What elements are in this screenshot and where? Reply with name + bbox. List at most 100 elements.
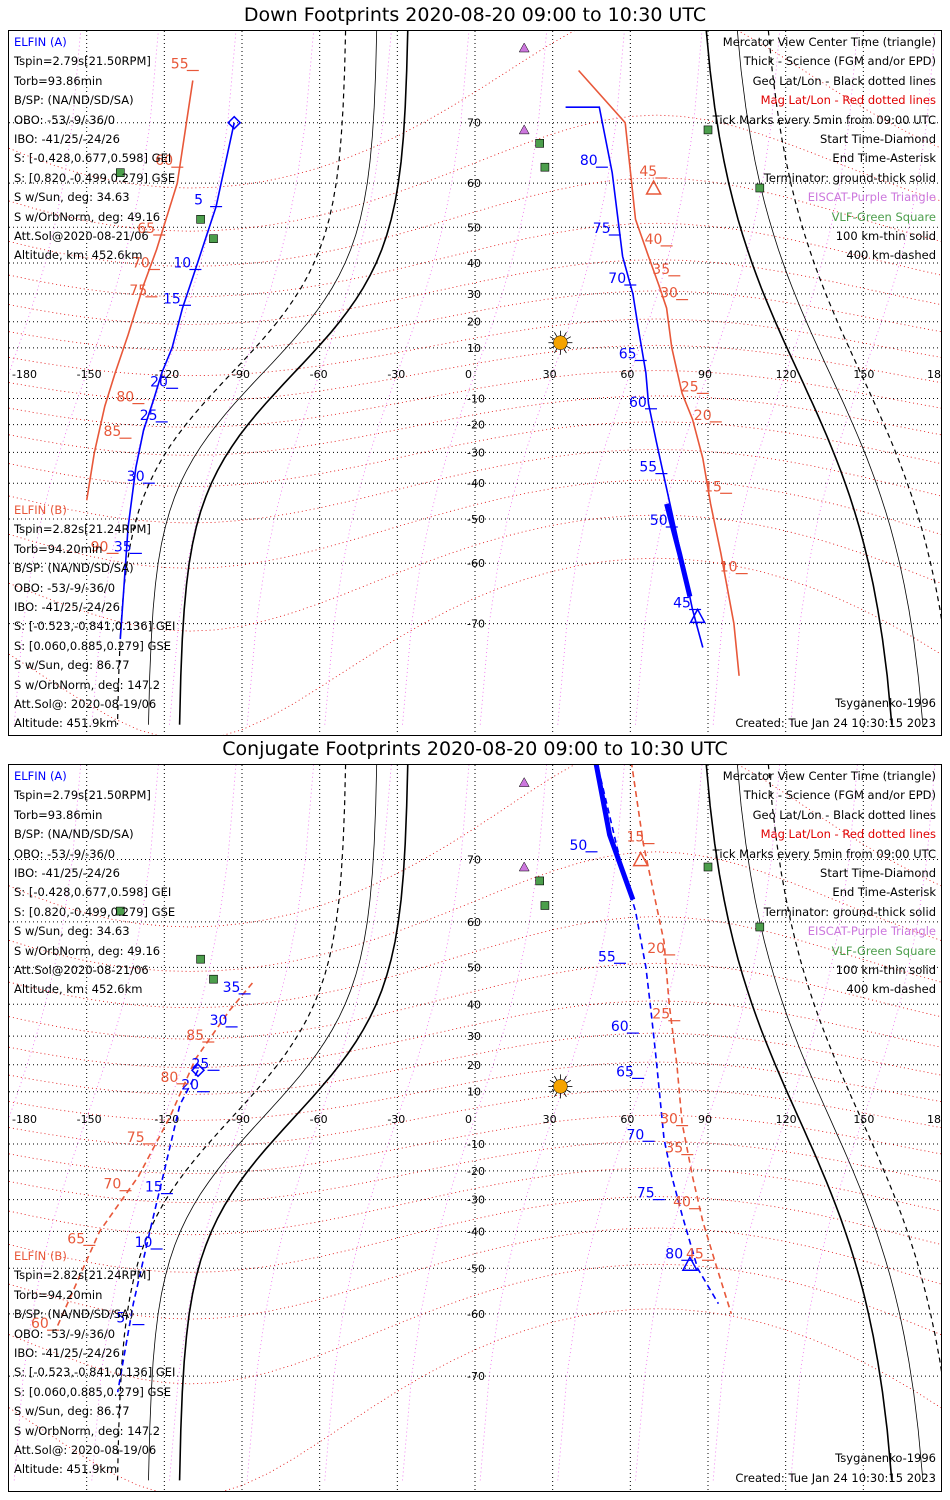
elfin-b-time-label: 30 — [660, 286, 678, 302]
elfin-a-time-label: 10 — [173, 256, 191, 272]
lat-tick-label: -30 — [467, 446, 485, 459]
lon-tick-label: 60 — [620, 1113, 634, 1126]
lon-tick-label: -150 — [77, 1113, 102, 1126]
panel-title-down: Down Footprints 2020-08-20 09:00 to 10:3… — [243, 4, 707, 26]
lon-tick-label: -30 — [387, 368, 405, 381]
terminator-ground — [178, 765, 409, 1481]
elfin-b-line: S: [-0.523,-0.841,0.136] GEI — [14, 1365, 176, 1380]
elfin-a-line: Torb=93.86min — [14, 73, 103, 88]
lon-tick-label: 150 — [853, 1113, 874, 1126]
elfin-a-info: ELFIN (A) Tspin=2.79s[21.50RPM] Torb=93.… — [14, 33, 175, 266]
mag-parallel — [9, 557, 941, 735]
elfin-a-time-label: 25 — [140, 408, 158, 424]
mag-parallel — [9, 1167, 941, 1236]
lat-tick-label: -20 — [467, 1165, 485, 1178]
mag-parallel — [9, 1061, 941, 1121]
mag-parallel — [9, 1000, 941, 1069]
sun-icon — [553, 335, 568, 350]
lon-tick-label: -120 — [154, 1113, 179, 1126]
vlf-station-marker — [703, 862, 713, 872]
elfin-b-track — [85, 80, 194, 501]
elfin-b-time-label: 70 — [132, 256, 150, 272]
mag-meridian — [9, 31, 82, 375]
elfin-b-line: S w/Sun, deg: 86.77 — [14, 658, 130, 673]
vlf-station-marker — [209, 234, 218, 243]
mag-parallel — [9, 1227, 941, 1320]
lon-tick-label: -60 — [310, 1113, 328, 1126]
mag-parallel — [9, 851, 941, 972]
elfin-a-time-label: 10 — [135, 1235, 153, 1251]
elfin-b-track — [631, 765, 733, 1315]
elfin-b-time-label: 65 — [67, 1231, 85, 1247]
sun-icon — [553, 1079, 568, 1094]
elfin-a-line: B/SP: (NA/ND/SD/SA) — [14, 827, 134, 842]
elfin-a-line: S: [-0.428,0.677,0.598] GEI — [14, 885, 172, 900]
lon-tick-label: -90 — [232, 1113, 250, 1126]
elfin-b-line: Att.Sol@: 2020-08-19/06 — [14, 1442, 157, 1457]
elfin-a-line: OBO: -53/-9/-36/0 — [14, 112, 116, 127]
elfin-a-line: S w/Sun, deg: 34.63 — [14, 924, 130, 939]
elfin-a-track — [116, 1069, 199, 1393]
lat-tick-label: -20 — [467, 419, 485, 432]
mag-parallel — [9, 421, 941, 488]
elfin-a-line: Att.Sol@2020-08-21/06 — [14, 228, 149, 243]
elfin-b-line: S: [0.060,0.885,0.279] GSE — [14, 1384, 172, 1399]
lat-tick-label: 40 — [467, 998, 481, 1011]
elfin-a-line: B/SP: (NA/ND/SD/SA) — [14, 93, 134, 108]
map-panel-down: -180-150-120-90-60-300306090120150180706… — [8, 30, 942, 736]
elfin-b-line: S: [0.060,0.885,0.279] GSE — [14, 638, 172, 653]
lon-tick-label: -90 — [232, 368, 250, 381]
elfin-b-time-label: 70 — [104, 1177, 122, 1193]
legend-item: Start Time-Diamond — [820, 131, 936, 146]
terminator-100km — [736, 765, 924, 1481]
elfin-b-line: S w/Sun, deg: 86.77 — [14, 1404, 130, 1419]
vlf-station-marker — [755, 183, 765, 193]
vlf-station-marker — [196, 954, 205, 964]
elfin-a-line: S w/Sun, deg: 34.63 — [14, 190, 130, 205]
lon-tick-label: -60 — [310, 368, 328, 381]
lon-tick-label: 0 — [465, 1113, 472, 1126]
mag-parallel — [9, 114, 941, 232]
elfin-b-time-label: 10 — [720, 560, 738, 576]
legend-item: Start Time-Diamond — [820, 865, 936, 880]
elfin-b-time-label: 45 — [639, 164, 657, 180]
legend-item: End Time-Asterisk — [832, 885, 936, 900]
lon-tick-label: 180 — [927, 1113, 941, 1126]
center-time-triangle — [681, 1255, 699, 1272]
lat-tick-label: -10 — [467, 1138, 485, 1151]
legend-item: Thick - Science (FGM and/or EPD) — [743, 54, 936, 69]
mag-meridian — [13, 31, 159, 725]
elfin-a-line: Altitude, km: 452.6km — [14, 982, 143, 997]
elfin-a-info: ELFIN (A) Tspin=2.79s[21.50RPM] Torb=93.… — [14, 767, 175, 1000]
legend-item: VLF-Green Square — [831, 209, 936, 224]
vlf-station-marker — [540, 901, 550, 910]
elfin-a-line: Tspin=2.79s[21.50RPM] — [14, 788, 151, 803]
lat-tick-label: -40 — [467, 477, 485, 490]
elfin-b-line: Torb=94.20min — [14, 1287, 103, 1302]
lon-tick-label: 150 — [853, 368, 874, 381]
center-time-triangle — [645, 179, 662, 195]
elfin-b-label: ELFIN (B) — [14, 1249, 67, 1263]
legend-item: 100 km-thin solid — [835, 962, 936, 977]
lat-tick-label: 20 — [467, 316, 481, 329]
lat-tick-label: 40 — [467, 257, 481, 270]
lon-tick-label: 60 — [620, 368, 634, 381]
mag-parallel — [9, 222, 941, 298]
lon-tick-label: -30 — [387, 1113, 405, 1126]
center-time-triangle — [632, 851, 649, 867]
eiscat-station-marker — [518, 777, 530, 787]
elfin-b-line: OBO: -53/-9/-36/0 — [14, 580, 116, 595]
elfin-b-time-label: 60 — [31, 1316, 49, 1332]
elfin-a-time-label: 20 — [150, 374, 168, 390]
legend-item: Terminator: ground-thick solid — [763, 904, 936, 919]
elfin-a-time-label: 55 — [639, 460, 657, 476]
elfin-b-line: B/SP: (NA/ND/SD/SA) — [14, 561, 134, 576]
mag-parallel — [9, 1140, 941, 1204]
elfin-a-time-label: 45 — [673, 596, 691, 612]
elfin-b-time-label: 85 — [104, 424, 122, 440]
elfin-b-track — [54, 982, 254, 1331]
terminator-100km — [148, 765, 378, 1481]
elfin-a-time-label: 60 — [629, 395, 647, 411]
elfin-a-label: ELFIN (A) — [14, 769, 67, 783]
mag-parallel — [9, 318, 941, 377]
